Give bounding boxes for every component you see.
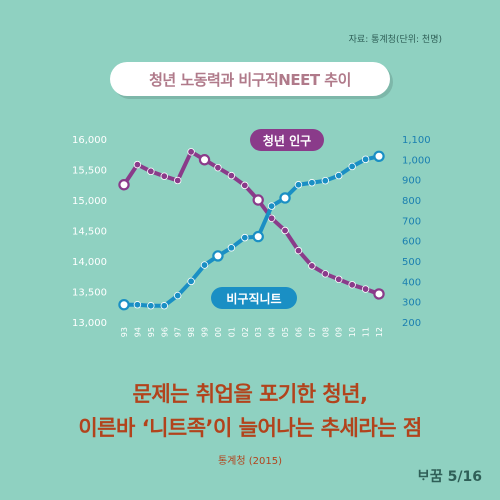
right-tick-label: 800 (402, 196, 421, 207)
series-1-point (227, 171, 236, 180)
right-tick-label: 600 (402, 237, 421, 248)
series-1-label: 청년 인구 (263, 133, 311, 148)
series-2-point (227, 244, 236, 252)
x-tick-label: 94 (133, 327, 142, 337)
series-1-point (281, 226, 289, 235)
series-1-point (133, 160, 142, 169)
right-tick-label: 500 (402, 257, 421, 268)
right-tick-label: 700 (402, 216, 421, 227)
x-tick-label: 97 (174, 327, 183, 337)
left-tick-label: 13,500 (72, 288, 107, 299)
label-pill-neet (211, 287, 297, 309)
x-tick-label: 01 (227, 327, 236, 337)
x-tick-label: 03 (254, 327, 263, 337)
x-tick-label: 05 (281, 327, 290, 337)
series-1-point (308, 262, 316, 270)
chart-title-pill: 청년 노동력과 비구직NEET 추이 (110, 62, 390, 96)
series-1-point (361, 285, 370, 293)
series-2-point (173, 291, 182, 300)
series-2-highlight-point (373, 150, 385, 162)
series-1-highlight-point (373, 288, 385, 300)
series-1-point (348, 281, 356, 289)
series-1-highlight-point (252, 194, 264, 206)
x-tick-label: 06 (294, 327, 303, 337)
series-2-highlight-point (118, 299, 130, 311)
series-2-point (335, 171, 343, 180)
x-tick-label: 12 (375, 327, 384, 337)
series-2-point (361, 155, 370, 164)
x-tick-label: 00 (214, 327, 223, 337)
series-1-point (187, 148, 195, 156)
headline-line-1: 문제는 취업을 포기한 청년, (132, 382, 368, 406)
left-tick-label: 16,000 (72, 135, 107, 146)
right-tick-label: 400 (402, 277, 421, 288)
left-tick-label: 15,500 (72, 166, 107, 177)
series-2-highlight-point (212, 250, 224, 262)
right-tick-label: 200 (402, 318, 421, 329)
x-tick-label: 07 (308, 327, 317, 337)
right-tick-label: 1,000 (402, 155, 431, 166)
label-pill-youth (250, 129, 324, 151)
x-tick-label: 96 (160, 327, 169, 337)
series-2-point (321, 176, 330, 185)
series-1-point (321, 270, 330, 278)
x-tick-label: 04 (268, 327, 277, 337)
series-2-highlight-point (252, 230, 264, 243)
x-tick-label: 10 (348, 327, 357, 337)
x-tick-label: 08 (321, 327, 330, 337)
series-2-point (308, 179, 316, 187)
headline-line-2: 이른바 ‘니트족’이 늘어나는 추세라는 점 (78, 416, 422, 440)
series-2-point (267, 202, 276, 210)
series-2-point (348, 162, 356, 171)
series-1-point (173, 176, 182, 185)
series-1-point (160, 172, 168, 180)
series-2-point (294, 181, 303, 189)
series-1-point (214, 163, 222, 172)
credit-note: 통계청 (2015) (217, 456, 283, 467)
series-2-point (133, 301, 142, 309)
series-2-point (200, 261, 209, 269)
left-tick-label: 13,000 (72, 318, 107, 329)
left-tick-label: 15,000 (72, 196, 107, 207)
source-note: 자료: 통계청(단위: 천명) (348, 35, 442, 45)
series-1-highlight-point (198, 154, 211, 166)
x-tick-label: 95 (147, 327, 156, 337)
series-2-highlight-point (279, 192, 291, 204)
page-indicator: ᄇᆞ꿈 5/16 (417, 469, 482, 485)
right-tick-label: 900 (402, 176, 421, 187)
x-tick-label: 93 (120, 327, 129, 337)
series-2-label: 비구직니트 (226, 291, 281, 306)
right-tick-label: 300 (402, 298, 421, 309)
series-2-point (187, 277, 195, 286)
x-tick-label: 11 (362, 327, 371, 337)
series-1-point (335, 275, 343, 283)
left-tick-label: 14,500 (72, 227, 107, 238)
chart-title: 청년 노동력과 비구직NEET 추이 (149, 70, 351, 89)
series-1-point (294, 246, 303, 255)
x-tick-label: 02 (241, 327, 250, 337)
series-2-point (160, 302, 168, 310)
series-2-point (241, 233, 249, 242)
x-tick-label: 99 (201, 327, 210, 337)
left-tick-label: 14,000 (72, 257, 107, 268)
x-tick-label: 98 (187, 327, 196, 337)
series-1-highlight-point (118, 179, 130, 191)
series-1-point (241, 181, 249, 190)
x-tick-label: 09 (335, 327, 344, 337)
series-2-point (147, 302, 155, 310)
series-1-point (147, 167, 155, 176)
right-tick-label: 1,100 (402, 135, 431, 146)
